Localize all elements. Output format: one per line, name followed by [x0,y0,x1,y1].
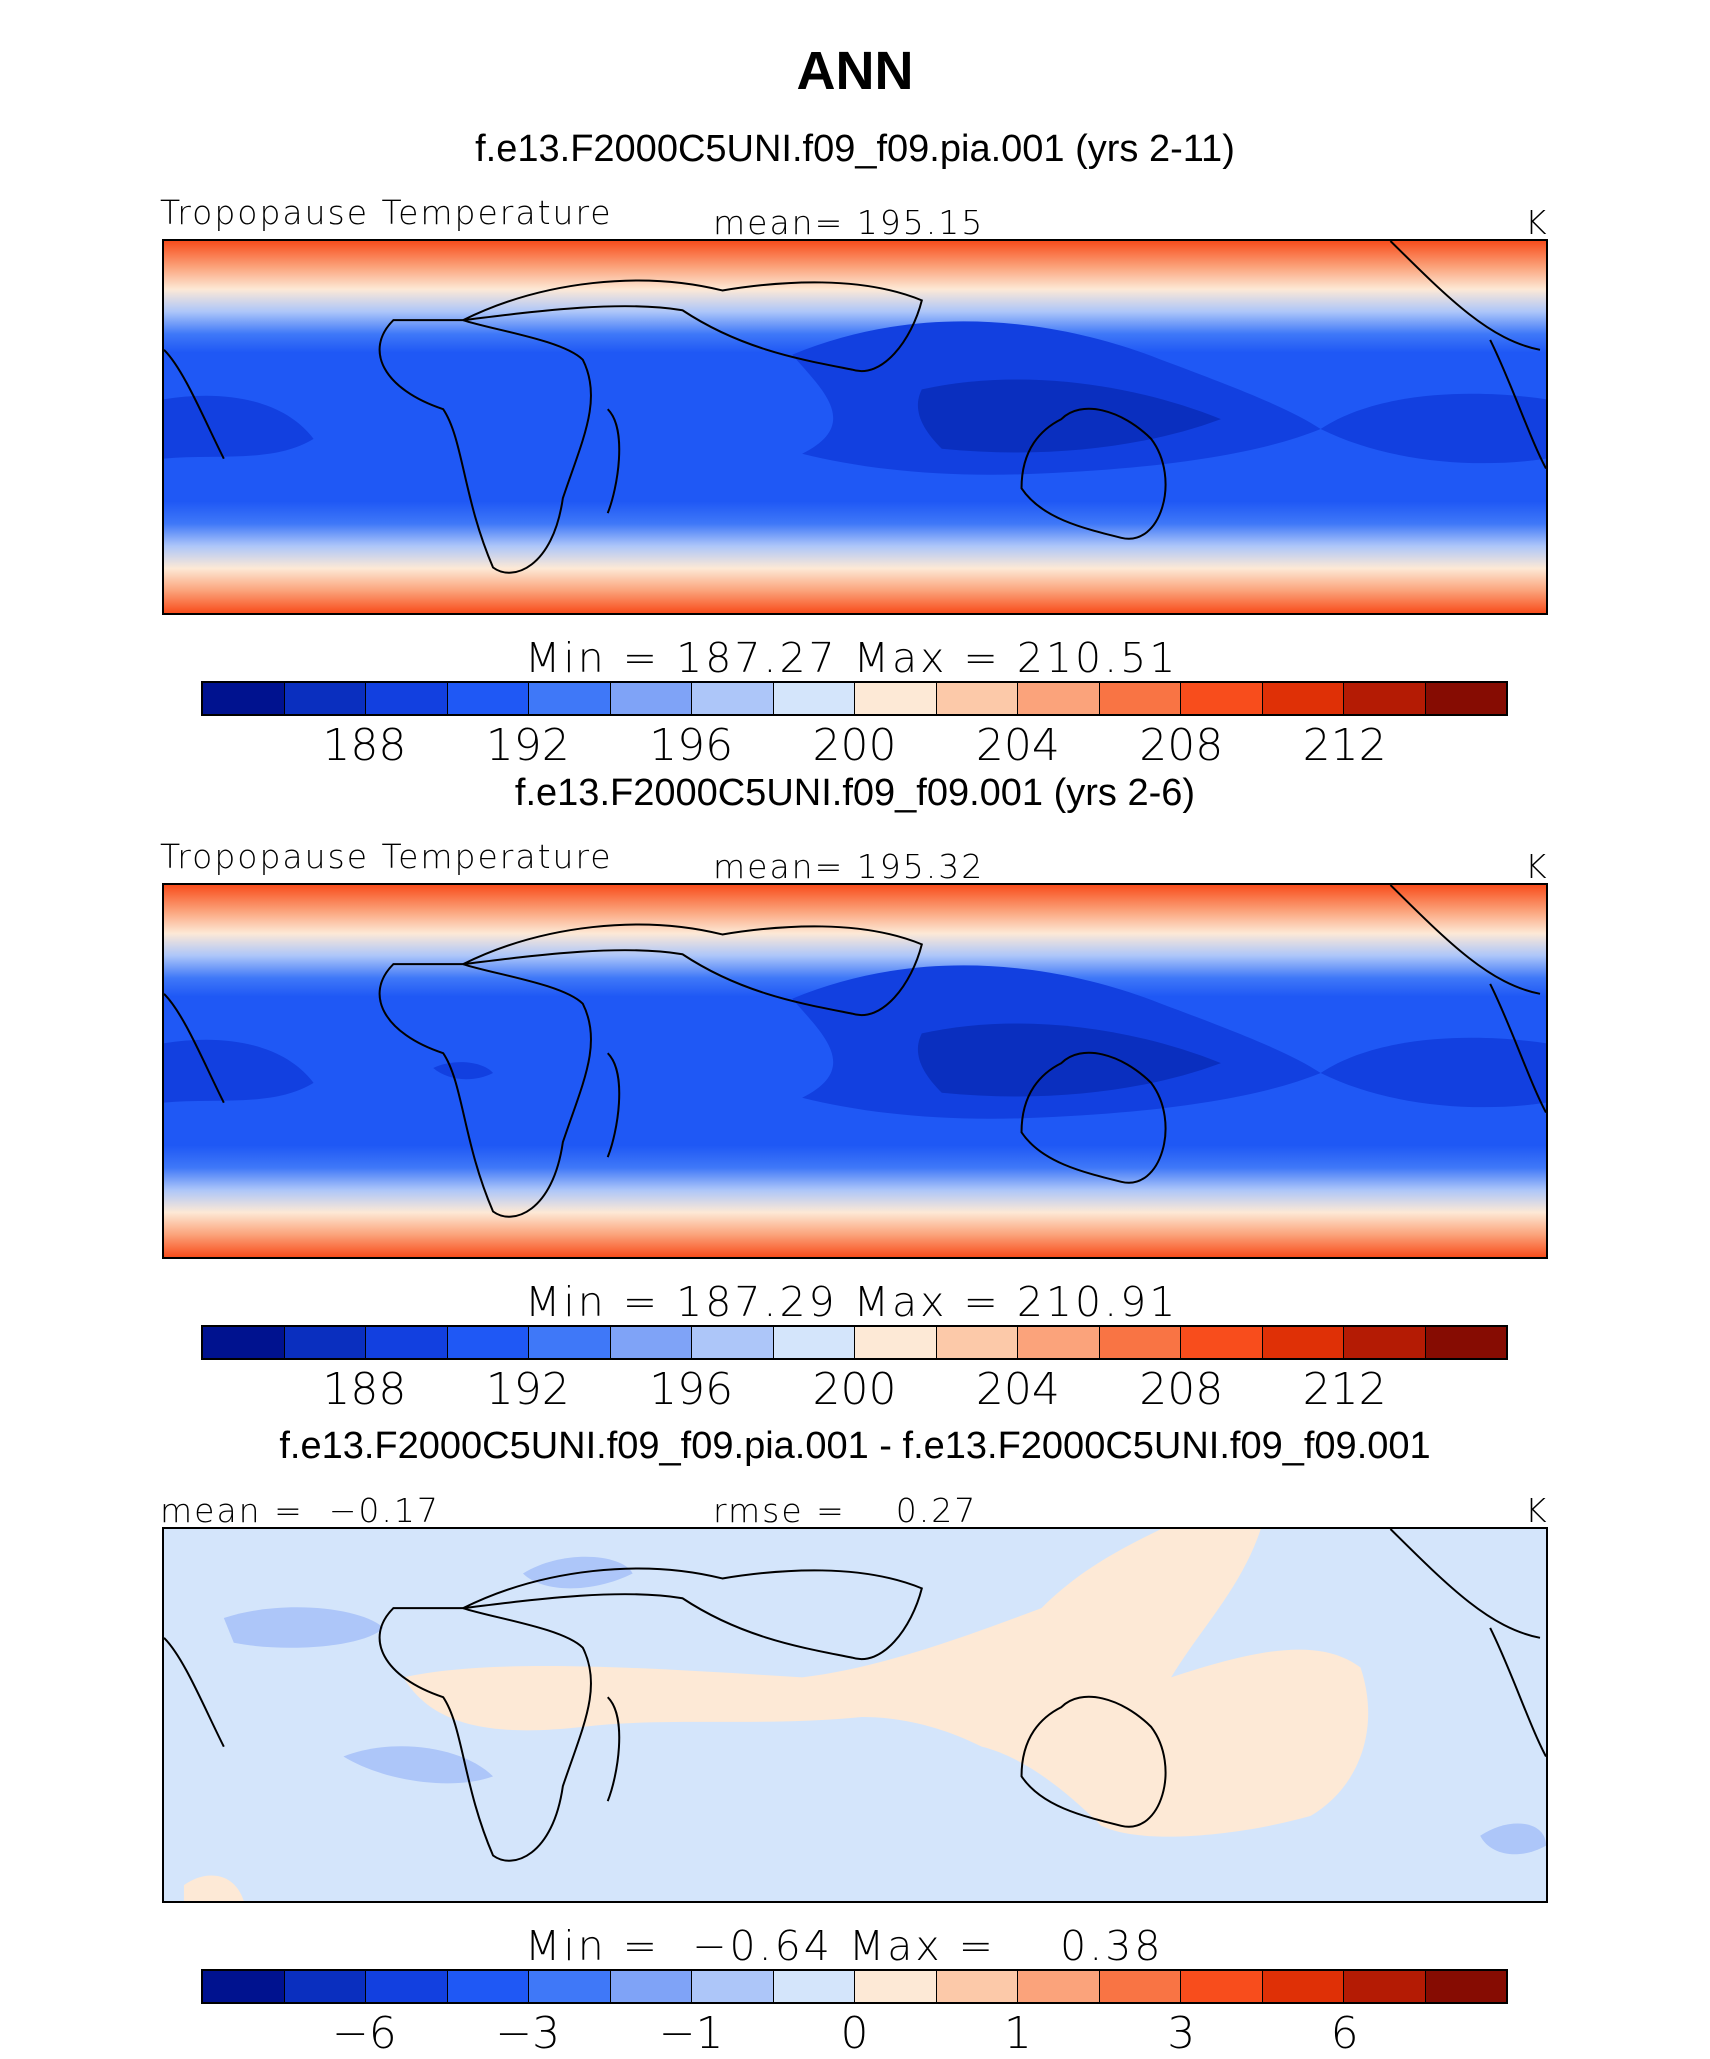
colorbar-box [203,683,285,714]
colorbar-box [1181,683,1263,714]
colorbar-box [1099,683,1181,714]
colorbar-tick-label: 188 [322,1364,407,1415]
colorbar-box [1262,1971,1344,2002]
panel2-case-title: f.e13.F2000C5UNI.f09_f09.001 (yrs 2-6) [514,772,1196,814]
colorbar-box [610,1327,692,1358]
colorbar-box [773,683,855,714]
colorbar-box [447,1327,529,1358]
colorbar-box [1181,1971,1263,2002]
colorbar-tick-label: 196 [649,1364,734,1415]
panel1-variable-label: Tropopause Temperature [160,193,613,232]
colorbar-tick-label: 200 [812,1364,897,1415]
panel3-colorbar-ticks: −6 −3 −1 0 1 3 6 [201,2004,1508,2059]
colorbar-box [1018,683,1100,714]
colorbar-box [1344,1327,1426,1358]
colorbar-box [692,683,774,714]
colorbar-box [1262,683,1344,714]
colorbar-box [610,683,692,714]
colorbar-tick-label: 208 [1139,1364,1224,1415]
colorbar-box [203,1327,285,1358]
panel2-minmax-label: Min = 187.29 Max = 210.91 [525,1278,1179,1326]
colorbar-tick-label: −1 [658,2008,724,2059]
colorbar-box [855,1971,937,2002]
panel2-colorbar [201,1325,1508,1360]
colorbar-box [1344,683,1426,714]
colorbar-box [773,1971,855,2002]
panel3-colorbar [201,1969,1508,2004]
colorbar-box [366,1971,448,2002]
colorbar-box [773,1327,855,1358]
colorbar-box [855,1327,937,1358]
panel2-mean-label: mean= 195.32 [713,847,985,886]
colorbar-tick-label: 188 [322,720,407,771]
colorbar-box [1262,1327,1344,1358]
colorbar-tick-label: 204 [975,1364,1060,1415]
colorbar-box [692,1327,774,1358]
colorbar-tick-label: −6 [331,2008,397,2059]
colorbar-box [366,683,448,714]
colorbar-tick-label: 212 [1302,1364,1387,1415]
colorbar-box [936,1327,1018,1358]
colorbar-box [855,683,937,714]
panel3-rmse-label: rmse = 0.27 [713,1491,978,1530]
colorbar-tick-label: 196 [649,720,734,771]
colorbar-box [1099,1327,1181,1358]
colorbar-tick-label: 192 [485,720,570,771]
colorbar-box [529,1327,611,1358]
colorbar-box [529,683,611,714]
colorbar-tick-label: 1 [1003,2008,1032,2059]
colorbar-box [284,683,366,714]
colorbar-box [610,1971,692,2002]
panel3-map [162,1527,1548,1903]
colorbar-box [1018,1971,1100,2002]
colorbar-tick-label: 6 [1330,2008,1359,2059]
colorbar-box [1425,1327,1506,1358]
panel3-case-title: f.e13.F2000C5UNI.f09_f09.pia.001 - f.e13… [279,1425,1431,1467]
colorbar-box [692,1971,774,2002]
colorbar-box [447,683,529,714]
colorbar-tick-label: 208 [1139,720,1224,771]
colorbar-box [1018,1327,1100,1358]
colorbar-box [447,1971,529,2002]
panel3-mean-label: mean = −0.17 [160,1491,440,1530]
colorbar-tick-label: 192 [485,1364,570,1415]
panel1-mean-label: mean= 195.15 [713,203,985,242]
panel2-colorbar-ticks: 188 192 196 200 204 208 212 [201,1360,1508,1415]
colorbar-box [1344,1971,1426,2002]
colorbar-box [936,1971,1018,2002]
colorbar-tick-label: 200 [812,720,897,771]
colorbar-box [1181,1327,1263,1358]
colorbar-tick-label: 212 [1302,720,1387,771]
colorbar-tick-label: 0 [840,2008,869,2059]
panel1-case-title: f.e13.F2000C5UNI.f09_f09.pia.001 (yrs 2-… [475,128,1235,170]
panel1-colorbar-ticks: 188 192 196 200 204 208 212 [201,716,1508,771]
colorbar-tick-label: −3 [495,2008,561,2059]
colorbar-box [529,1971,611,2002]
panel3-minmax-label: Min = −0.64 Max = 0.38 [525,1922,1164,1970]
plot-title: ANN [796,41,914,101]
panel3-units-label: K [1525,1491,1549,1530]
panel1-colorbar [201,681,1508,716]
colorbar-box [366,1327,448,1358]
colorbar-box [1099,1971,1181,2002]
colorbar-box [284,1971,366,2002]
colorbar-box [1425,1971,1506,2002]
colorbar-tick-label: 3 [1167,2008,1196,2059]
colorbar-box [1425,683,1506,714]
colorbar-box [203,1971,285,2002]
panel2-variable-label: Tropopause Temperature [160,837,613,876]
panel1-map [162,239,1548,615]
panel1-minmax-label: Min = 187.27 Max = 210.51 [525,634,1179,682]
colorbar-tick-label: 204 [975,720,1060,771]
panel1-units-label: K [1525,203,1549,242]
colorbar-box [284,1327,366,1358]
colorbar-box [936,683,1018,714]
panel2-units-label: K [1525,847,1549,886]
panel2-map [162,883,1548,1259]
